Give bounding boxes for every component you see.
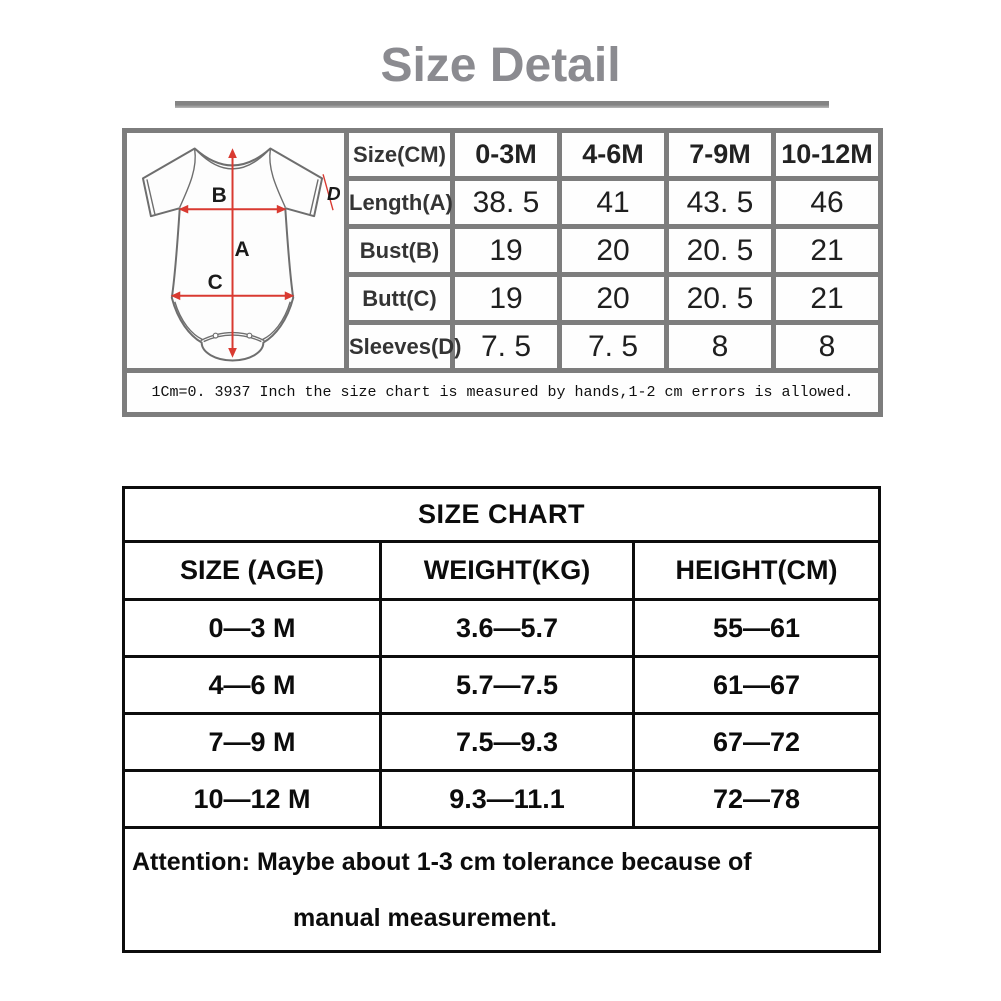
weight-cell: 9.3—11.1 (379, 769, 635, 829)
bust-value: 19 (450, 224, 562, 277)
age-cell: 0—3 M (122, 598, 382, 658)
sleeves-value: 7. 5 (557, 320, 669, 373)
row-label-sleeves: Sleeves(D) (344, 320, 462, 373)
attention-text-line2: manual measurement. (293, 903, 557, 932)
cuff-trim-right (308, 178, 319, 214)
bodysuit-diagram: A B C D (141, 146, 340, 361)
leg-trim-left (173, 301, 203, 340)
height-cell: 61—67 (631, 655, 882, 715)
bodysuit-diagram-cell: A B C D (122, 128, 349, 373)
row-label-length: Length(A) (344, 176, 455, 229)
height-cell: 72—78 (631, 769, 882, 829)
length-value: 38. 5 (450, 176, 562, 229)
col-header-height: HEIGHT(CM) (631, 540, 882, 601)
leg-trim-right (261, 301, 291, 340)
weight-cell: 5.7—7.5 (379, 655, 635, 715)
sleeves-value: 8 (771, 320, 883, 373)
snap-dot (212, 332, 219, 339)
title-underline (175, 101, 829, 108)
attention-cell: Attention: Maybe about 1-3 cm tolerance … (121, 826, 882, 953)
cuff-trim-left (145, 178, 156, 214)
butt-value: 20 (557, 272, 669, 325)
row-label-bust: Bust(B) (344, 224, 455, 277)
diagram-label-d: D (327, 184, 340, 205)
height-cell: 67—72 (631, 712, 882, 772)
raglan-seam-left (178, 148, 196, 207)
diagram-label-c: C (207, 270, 222, 293)
size-column-header: Size(CM) (344, 128, 455, 181)
diagram-label-b: B (211, 184, 226, 207)
age-cell: 10—12 M (122, 769, 382, 829)
size-chart-header-row: SIZE (AGE) WEIGHT(KG) HEIGHT(CM) (122, 540, 882, 601)
bust-value: 20. 5 (664, 224, 776, 277)
age-cell: 4—6 M (122, 655, 382, 715)
size-chart-row-10-12m: 10—12 M 9.3—11.1 72—78 (122, 769, 882, 829)
table-row-note: 1Cm=0. 3937 Inch the size chart is measu… (122, 368, 883, 417)
age-cell: 7—9 M (122, 712, 382, 772)
col-header-size-age: SIZE (AGE) (122, 540, 382, 601)
size-chart-table: SIZE CHART SIZE (AGE) WEIGHT(KG) HEIGHT(… (121, 486, 882, 953)
size-chart-title: SIZE CHART (121, 486, 882, 543)
sleeves-value: 7. 5 (450, 320, 562, 373)
attention-text-line1: Attention: Maybe about 1-3 cm tolerance … (132, 847, 752, 876)
length-value: 41 (557, 176, 669, 229)
length-value: 43. 5 (664, 176, 776, 229)
butt-value: 19 (450, 272, 562, 325)
height-cell: 55—61 (631, 598, 882, 658)
measure-arrow-c (170, 290, 294, 300)
size-header-10-12m: 10-12M (771, 128, 883, 181)
size-header-4-6m: 4-6M (557, 128, 669, 181)
attention-row: Attention: Maybe about 1-3 cm tolerance … (121, 826, 882, 953)
measure-arrow-a (227, 147, 237, 358)
table-row-sleeves: Sleeves(D) 7. 5 7. 5 8 8 (125, 320, 883, 373)
table-row-length: Length(A) 38. 5 41 43. 5 46 (125, 176, 883, 229)
size-chart-row-4-6m: 4—6 M 5.7—7.5 61—67 (122, 655, 882, 715)
sleeves-value: 8 (664, 320, 776, 373)
butt-value: 21 (771, 272, 883, 325)
size-header-0-3m: 0-3M (450, 128, 562, 181)
length-value: 46 (771, 176, 883, 229)
measure-arrow-b (178, 204, 286, 214)
diagram-label-a: A (234, 237, 249, 260)
page-title: Size Detail (380, 39, 621, 92)
measure-line-d (321, 173, 334, 210)
measurement-note: 1Cm=0. 3937 Inch the size chart is measu… (122, 368, 883, 417)
size-chart-title-row: SIZE CHART (121, 486, 882, 543)
table-row-butt: Butt(C) 19 20 20. 5 21 (125, 272, 883, 325)
table-row-bust: Bust(B) 19 20 20. 5 21 (125, 224, 883, 277)
table-row: A B C D Size(CM) 0-3M 4-6M 7-9M 10-12M (122, 128, 883, 373)
col-header-weight: WEIGHT(KG) (379, 540, 635, 601)
size-chart-row-0-3m: 0—3 M 3.6—5.7 55—61 (122, 598, 882, 658)
size-header-7-9m: 7-9M (664, 128, 776, 181)
bust-value: 21 (771, 224, 883, 277)
weight-cell: 3.6—5.7 (379, 598, 635, 658)
snap-dot (245, 332, 252, 339)
size-chart-row-7-9m: 7—9 M 7.5—9.3 67—72 (122, 712, 882, 772)
bust-value: 20 (557, 224, 669, 277)
measurement-table: A B C D Size(CM) 0-3M 4-6M 7-9M 10-12M L… (122, 128, 883, 417)
butt-value: 20. 5 (664, 272, 776, 325)
row-label-butt: Butt(C) (344, 272, 455, 325)
raglan-seam-right (268, 148, 286, 207)
weight-cell: 7.5—9.3 (379, 712, 635, 772)
